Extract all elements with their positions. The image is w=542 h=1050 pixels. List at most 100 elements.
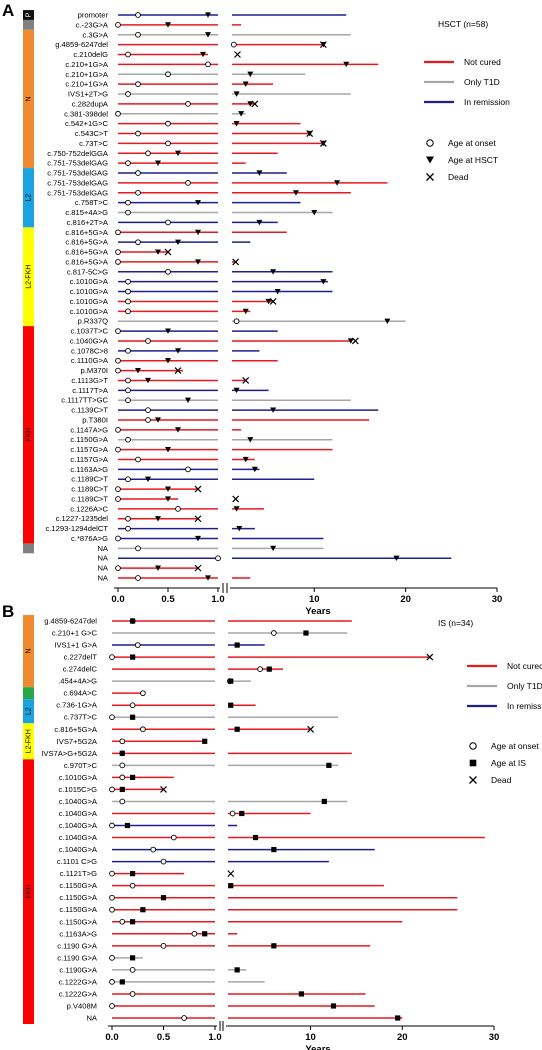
table-row: c.1037T>C (71, 327, 278, 336)
row-label: c.1190 G>A (57, 941, 98, 950)
table-row: c.1010G>A (70, 307, 251, 316)
is-marker (130, 871, 136, 877)
region-band (23, 29, 34, 169)
hsct-marker (175, 427, 181, 433)
table-row: c.1040G>A (59, 833, 485, 842)
region-band (23, 543, 34, 554)
onset-marker (115, 110, 121, 117)
hsct-marker (274, 288, 281, 295)
row-label: c.1190 G>A (57, 953, 98, 962)
hsct-marker (145, 377, 151, 384)
onset-marker (109, 786, 115, 793)
is-marker (140, 907, 146, 913)
row-label: c.542+1G>C (65, 119, 109, 128)
table-row: c.73T>C (79, 139, 327, 148)
onset-marker (125, 91, 131, 97)
row-label: c.1189C>T (71, 485, 108, 494)
row-label: c.1117T>A (72, 386, 109, 395)
row-label: c.1037T>C (71, 327, 109, 336)
table-row: promoter (78, 11, 347, 20)
table-row: c.542+1G>C (65, 119, 301, 128)
row-label: .454+4A>G (58, 677, 97, 686)
onset-marker (115, 426, 121, 433)
table-row: .454+4A>G (58, 677, 251, 686)
dead-marker (319, 139, 327, 147)
hsct-marker (256, 170, 263, 176)
onset-marker (125, 515, 131, 522)
hsct-marker (242, 81, 249, 87)
table-row: c.1010G>A (70, 287, 333, 296)
onset-marker (115, 446, 121, 453)
onset-marker (109, 906, 115, 913)
table-row: c.1117TT>GC (61, 396, 351, 405)
table-row: c.1226A>C (70, 504, 264, 513)
is-marker (130, 654, 136, 660)
row-label: c.815+4A>G (65, 208, 108, 217)
row-label: c.210+1G>A (65, 80, 109, 89)
table-row: c.1222G>A (59, 977, 265, 986)
row-label: c.210delG (73, 50, 108, 59)
onset-marker (181, 1015, 187, 1021)
row-label: c.282dupA (72, 99, 109, 108)
onset-marker (145, 417, 151, 423)
hsct-marker (165, 446, 171, 453)
onset-marker (165, 268, 171, 275)
onset-marker (125, 387, 131, 394)
table-row: c.736-1G>A (56, 701, 256, 710)
onset-marker (150, 846, 157, 853)
onset-marker (135, 170, 141, 176)
row-label: c.227delT (64, 653, 98, 662)
table-row: c.737T>C (64, 713, 339, 722)
x-axis-label: Years (305, 1044, 330, 1050)
hsct-marker (205, 575, 211, 581)
row-label: c.1113G>T (71, 376, 108, 385)
row-label: NA (97, 554, 108, 563)
onset-marker (109, 954, 115, 961)
onset-marker (115, 486, 121, 492)
row-label: c.1040G>A (70, 336, 109, 345)
row-label: p.M370I (81, 366, 108, 375)
region-label: L2 (26, 707, 33, 715)
onset-marker (119, 798, 126, 805)
is-marker (130, 714, 136, 720)
row-label: c.1150G>A (59, 881, 98, 890)
table-row: c.750-752delGGA (47, 149, 278, 158)
row-label: c.1222G>A (59, 977, 98, 986)
legend-dead-symbol (426, 173, 434, 181)
is-marker (234, 967, 240, 973)
onset-marker (185, 180, 191, 186)
onset-marker (119, 762, 126, 769)
onset-marker (125, 298, 131, 305)
onset-marker (125, 51, 131, 58)
table-row: c.816+2T>A (67, 218, 278, 227)
onset-marker (125, 308, 131, 315)
row-label: c.736-1G>A (56, 701, 98, 710)
row-label: c.751-753delGAG (47, 188, 108, 197)
row-label: c.1139C>T (71, 406, 108, 415)
table-row: c.1150G>A (59, 881, 384, 890)
hsct-marker (242, 456, 249, 463)
table-row: c.1015C>G (58, 785, 167, 794)
onset-marker (160, 942, 167, 949)
panel-letter: B (2, 602, 14, 621)
table-row: c.1190G>A (59, 965, 247, 974)
onset-marker (115, 259, 121, 265)
row-label: c.816+5G>A (54, 725, 98, 734)
onset-marker (160, 858, 167, 865)
onset-marker (125, 288, 131, 295)
table-row: c.815+4A>G (65, 208, 333, 217)
table-row: c.817-5C>G (67, 267, 333, 276)
table-row: c.1150G>A (59, 917, 403, 926)
row-label: c.1040G>A (59, 821, 98, 830)
hsct-marker (347, 338, 354, 344)
dead-marker (174, 367, 182, 375)
row-label: c.816+5G>A (65, 257, 109, 266)
table-row: c.1040G>A (59, 809, 311, 818)
hsct-marker (334, 180, 341, 186)
hsct-marker (195, 229, 201, 236)
hsct-marker (185, 397, 191, 404)
table-row: c.1150G>A (59, 905, 458, 914)
hsct-marker (233, 387, 240, 394)
legend-label: Dead (448, 172, 469, 182)
row-label: c.210+1G>A (65, 60, 109, 69)
